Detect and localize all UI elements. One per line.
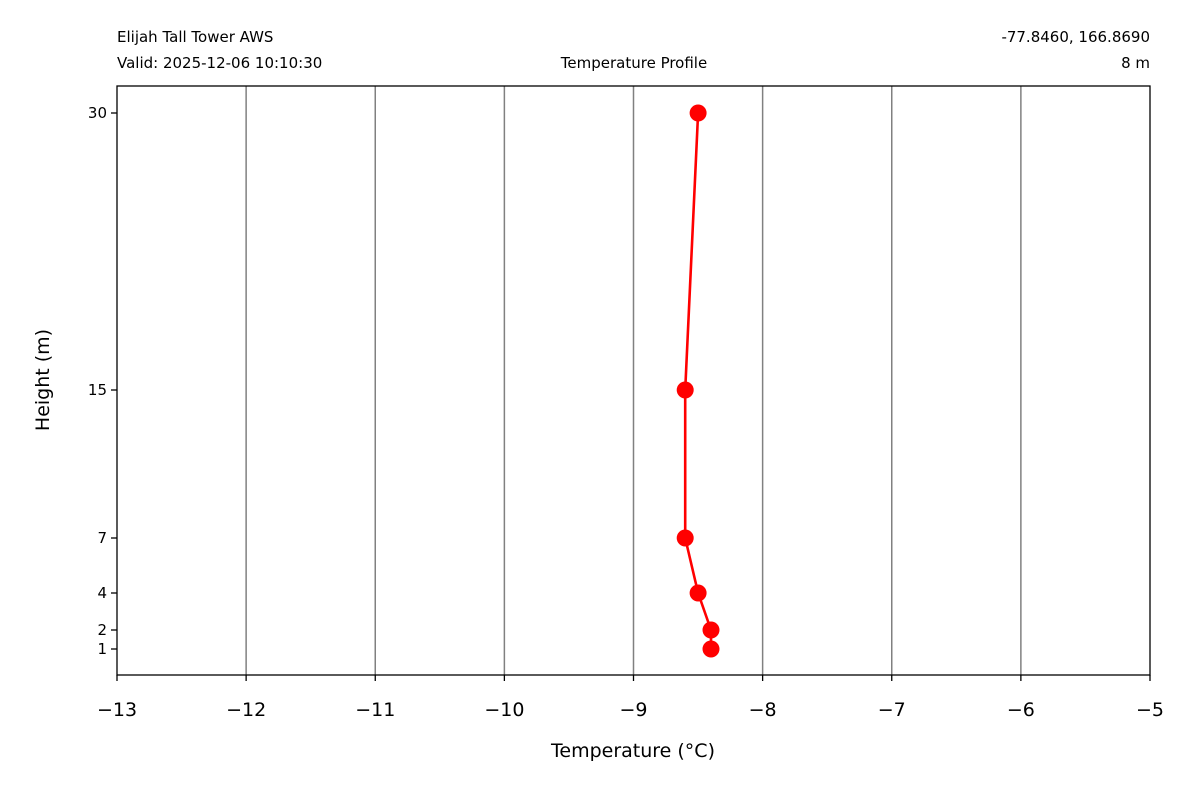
- station-coordinates: -77.8460, 166.8690: [1001, 28, 1150, 46]
- data-point: [702, 621, 720, 639]
- data-point: [702, 640, 720, 658]
- y-tick-label: 7: [97, 529, 107, 547]
- grid-lines: [245, 86, 1022, 675]
- valid-time: Valid: 2025-12-06 10:10:30: [117, 54, 322, 72]
- chart-title: Temperature Profile: [560, 54, 707, 72]
- y-tick-label: 1: [97, 640, 107, 658]
- x-tick-label: −13: [97, 699, 137, 721]
- x-tick-label: −11: [355, 699, 395, 721]
- data-point: [689, 584, 707, 602]
- x-tick-label: −12: [226, 699, 266, 721]
- y-tick-label: 15: [88, 381, 107, 399]
- x-tick-label: −8: [749, 699, 777, 721]
- data-point: [689, 104, 707, 122]
- station-name: Elijah Tall Tower AWS: [117, 28, 273, 46]
- x-tick-label: −7: [878, 699, 906, 721]
- x-tick-label: −9: [619, 699, 647, 721]
- y-tick-label: 2: [97, 621, 107, 639]
- x-axis: −13 −12 −11 −10 −9 −8 −7 −6 −5: [97, 675, 1164, 721]
- series-line: [683, 112, 713, 649]
- station-elevation: 8 m: [1121, 54, 1150, 72]
- y-tick-label: 30: [88, 104, 107, 122]
- x-tick-label: −5: [1136, 699, 1164, 721]
- y-tick-label: 4: [97, 584, 107, 602]
- y-axis: 12 4 7 15 30: [88, 104, 117, 658]
- x-tick-label: −10: [484, 699, 524, 721]
- data-point: [676, 381, 694, 399]
- y-axis-label: Height (m): [32, 329, 54, 431]
- x-tick-label: −6: [1007, 699, 1035, 721]
- x-axis-label: Temperature (°C): [550, 740, 715, 762]
- data-point: [676, 529, 694, 547]
- series-layer: [676, 104, 720, 658]
